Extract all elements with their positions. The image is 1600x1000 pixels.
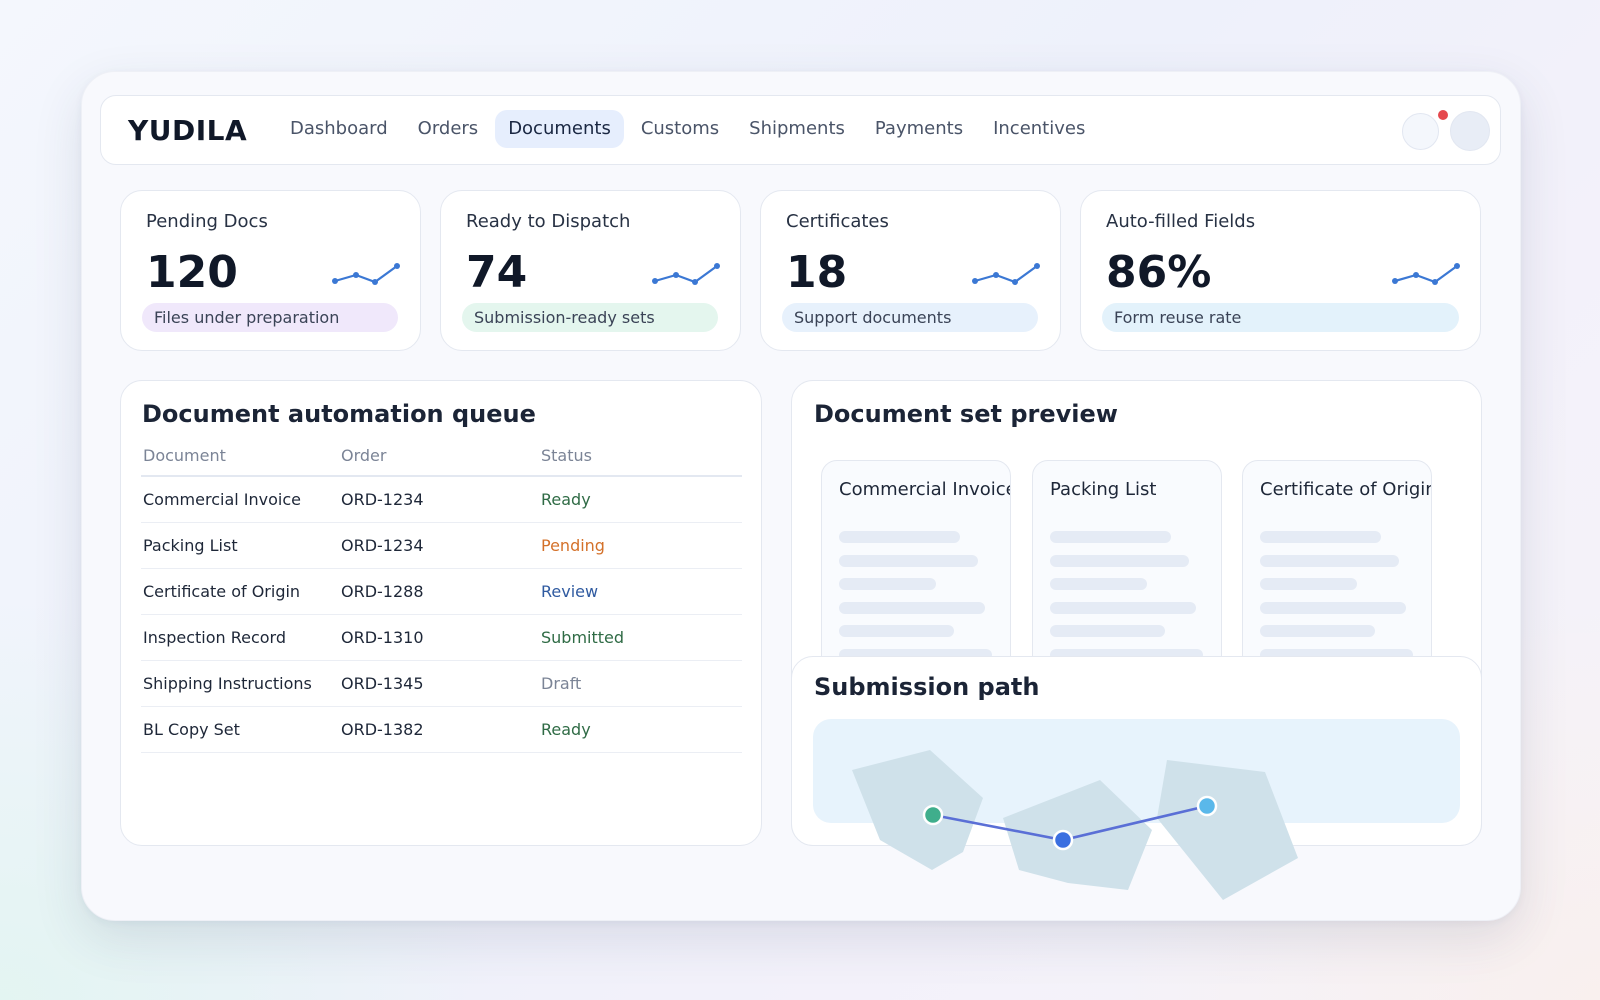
notification-dot — [1438, 110, 1448, 120]
stat-title: Ready to Dispatch — [466, 211, 631, 232]
doc-card-title: Commercial Invoice — [839, 479, 1011, 500]
cell-document: Packing List — [143, 536, 238, 555]
panel-title: Document set preview — [814, 400, 1118, 428]
stat-caption: Form reuse rate — [1102, 303, 1459, 332]
stat-card-pending-docs[interactable]: Pending Docs 120 Files under preparation — [120, 190, 421, 351]
column-header-order[interactable]: Order — [341, 446, 387, 465]
cell-order: ORD-1234 — [341, 536, 424, 555]
skeleton-line — [1050, 531, 1171, 543]
skeleton-line — [839, 555, 978, 567]
skeleton-line — [839, 625, 954, 637]
doc-preview-card-packing-list[interactable]: Packing List — [1032, 460, 1222, 680]
cell-document: Commercial Invoice — [143, 490, 301, 509]
table-header: Document Order Status — [141, 441, 742, 477]
stat-card-ready-to-dispatch[interactable]: Ready to Dispatch 74 Submission-ready se… — [440, 190, 741, 351]
panel-title: Document automation queue — [142, 400, 536, 428]
column-header-status[interactable]: Status — [541, 446, 592, 465]
cell-order: ORD-1382 — [341, 720, 424, 739]
doc-preview-card-commercial-invoice[interactable]: Commercial Invoice — [821, 460, 1011, 680]
stat-title: Auto-filled Fields — [1106, 211, 1256, 232]
cell-status: Pending — [541, 536, 605, 555]
stat-value: 120 — [146, 247, 238, 298]
cell-document: Certificate of Origin — [143, 582, 301, 601]
stat-value: 18 — [786, 247, 848, 298]
nav-item-shipments[interactable]: Shipments — [749, 118, 845, 139]
stat-value: 86% — [1106, 247, 1212, 298]
doc-preview-card-certificate-of-origin[interactable]: Certificate of Origin — [1242, 460, 1432, 680]
cell-order: ORD-1288 — [341, 582, 424, 601]
stat-card-certificates[interactable]: Certificates 18 Support documents — [760, 190, 1061, 351]
nav-item-customs[interactable]: Customs — [640, 118, 720, 139]
stat-title: Certificates — [786, 211, 889, 232]
bell-icon[interactable] — [1402, 113, 1439, 150]
skeleton-line — [1260, 578, 1357, 590]
stat-title: Pending Docs — [146, 211, 268, 232]
doc-card-title: Certificate of Origin — [1260, 479, 1432, 500]
panel-title: Submission path — [814, 673, 1040, 701]
nav-item-orders[interactable]: Orders — [417, 118, 479, 139]
table-row[interactable]: BL Copy Set ORD-1382 Ready — [141, 707, 742, 753]
sparkline-icon — [1392, 263, 1460, 285]
main-nav: Dashboard Orders Documents Customs Shipm… — [277, 110, 1098, 148]
cell-document: Inspection Record — [143, 628, 287, 647]
avatar[interactable] — [1450, 111, 1490, 151]
stat-caption: Files under preparation — [142, 303, 398, 332]
cell-document: BL Copy Set — [143, 720, 240, 739]
cell-document: Shipping Instructions — [143, 674, 312, 693]
sparkline-icon — [652, 263, 720, 285]
cell-status: Ready — [541, 490, 591, 509]
skeleton-line — [1050, 625, 1165, 637]
submission-map-area[interactable] — [813, 719, 1460, 823]
nav-item-documents[interactable]: Documents — [495, 110, 624, 148]
skeleton-line — [1050, 578, 1147, 590]
stat-caption: Submission-ready sets — [462, 303, 718, 332]
table-row[interactable]: Commercial Invoice ORD-1234 Ready — [141, 477, 742, 523]
top-navigation-bar: YUDILA Dashboard Orders Documents Custom… — [100, 95, 1501, 165]
queue-table: Document Order Status Commercial Invoice… — [141, 441, 742, 753]
table-row[interactable]: Packing List ORD-1234 Pending — [141, 523, 742, 569]
doc-card-title: Packing List — [1050, 479, 1157, 500]
stat-caption: Support documents — [782, 303, 1038, 332]
skeleton-line — [1050, 602, 1196, 614]
cell-status: Review — [541, 582, 599, 601]
nav-item-payments[interactable]: Payments — [874, 118, 964, 139]
submission-path-panel: Submission path — [791, 656, 1482, 846]
sparkline-icon — [972, 263, 1040, 285]
nav-item-incentives[interactable]: Incentives — [993, 118, 1086, 139]
table-row[interactable]: Inspection Record ORD-1310 Submitted — [141, 615, 742, 661]
table-row[interactable]: Certificate of Origin ORD-1288 Review — [141, 569, 742, 615]
table-row[interactable]: Shipping Instructions ORD-1345 Draft — [141, 661, 742, 707]
skeleton-line — [1260, 531, 1381, 543]
skeleton-line — [839, 578, 936, 590]
cell-status: Submitted — [541, 628, 625, 647]
skeleton-line — [1260, 555, 1399, 567]
skeleton-line — [1050, 555, 1189, 567]
cell-order: ORD-1345 — [341, 674, 424, 693]
sparkline-icon — [332, 263, 400, 285]
cell-status: Ready — [541, 720, 591, 739]
skeleton-line — [839, 602, 985, 614]
skeleton-line — [839, 531, 960, 543]
cell-order: ORD-1234 — [341, 490, 424, 509]
skeleton-line — [1260, 625, 1375, 637]
stat-card-auto-filled-fields[interactable]: Auto-filled Fields 86% Form reuse rate — [1080, 190, 1481, 351]
stat-value: 74 — [466, 247, 528, 298]
brand-logo[interactable]: YUDILA — [128, 114, 248, 147]
skeleton-line — [1260, 602, 1406, 614]
nav-item-dashboard[interactable]: Dashboard — [290, 118, 388, 139]
column-header-document[interactable]: Document — [143, 446, 226, 465]
document-automation-queue-panel: Document automation queue Document Order… — [120, 380, 762, 846]
cell-status: Draft — [541, 674, 582, 693]
cell-order: ORD-1310 — [341, 628, 424, 647]
